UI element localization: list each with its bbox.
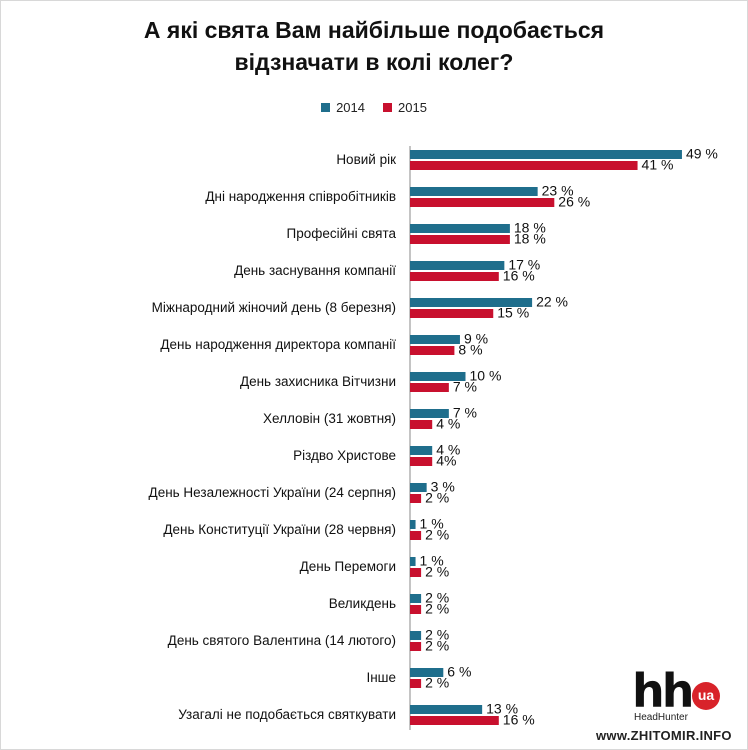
data-label-2014-row-8: 7 % [453,405,477,421]
bar-2015-row-13 [410,605,422,614]
bar-2015-row-1 [410,161,638,170]
logo-name: HeadHunter [634,712,688,723]
data-label-2015-row-14: 2 % [425,638,449,654]
category-label-row-3: Професійні свята [287,226,397,241]
legend-swatch-2015 [383,103,392,112]
bar-2014-row-15 [410,668,444,677]
data-label-2014-row-7: 10 % [470,368,502,384]
data-label-2014-row-11: 1 % [420,516,444,532]
data-label-2014-row-16: 13 % [486,701,518,717]
legend-item-2014: 2014 [321,100,365,115]
data-label-2015-row-1: 41 % [642,157,674,173]
data-label-2014-row-14: 2 % [425,627,449,643]
bar-2014-row-9 [410,446,433,455]
watermark: www.ZHITOMIR.INFO [596,728,732,743]
data-label-2015-row-4: 16 % [503,268,535,284]
category-label-row-12: День Перемоги [300,559,396,574]
bar-2014-row-3 [410,224,510,233]
legend-label-2015: 2015 [398,100,427,115]
category-label-row-1: Новий рік [336,152,396,167]
category-label-row-9: Різдво Христове [293,448,396,463]
data-label-2014-row-12: 1 % [420,553,444,569]
data-label-2015-row-7: 7 % [453,379,477,395]
data-label-2015-row-8: 4 % [436,416,460,432]
category-label-row-6: День народження директора компанії [160,337,396,352]
category-label-row-2: Дні народження співробітників [205,189,396,204]
bar-2015-row-4 [410,272,499,281]
legend-swatch-2014 [321,103,331,112]
bar-2014-row-7 [410,372,466,381]
data-label-2014-row-3: 18 % [514,220,546,236]
bar-2014-row-16 [410,705,483,714]
data-label-2015-row-2: 26 % [558,194,590,210]
category-label-row-14: День святого Валентина (14 лютого) [168,633,396,648]
chart-legend: 2014 2015 [0,100,748,115]
bar-2015-row-12 [410,568,422,577]
bar-2015-row-2 [410,198,555,207]
logo-badge: ua [692,682,720,710]
chart-title-line-1: А які свята Вам найбільше подобається [143,17,605,43]
data-label-2015-row-16: 16 % [503,712,535,728]
bar-2014-row-11 [410,520,416,529]
bar-2015-row-7 [410,383,449,392]
data-label-2014-row-5: 22 % [536,294,568,310]
bar-2015-row-6 [410,346,455,355]
data-label-2015-row-15: 2 % [425,675,449,691]
data-label-2014-row-1: 49 % [686,146,718,162]
category-label-row-11: День Конституції України (28 червня) [163,522,396,537]
bar-2015-row-15 [410,679,422,688]
category-label-row-7: День захисника Вітчизни [240,374,396,389]
bar-2015-row-11 [410,531,422,540]
headhunter-logo: hh ua HeadHunter [632,666,732,723]
category-label-row-5: Міжнародний жіночий день (8 березня) [152,300,396,315]
bar-2014-row-8 [410,409,449,418]
category-label-row-10: День Незалежності України (24 серпня) [149,485,396,500]
bar-2014-row-12 [410,557,416,566]
data-label-2015-row-12: 2 % [425,564,449,580]
logo-mark: hh [632,664,694,718]
data-label-2014-row-15: 6 % [447,664,471,680]
data-label-2014-row-6: 9 % [464,331,488,347]
category-label-row-8: Хелловін (31 жовтня) [263,411,396,426]
legend-label-2014: 2014 [336,100,365,115]
bar-2015-row-8 [410,420,433,429]
data-label-2015-row-5: 15 % [497,305,529,321]
data-label-2015-row-13: 2 % [425,601,449,617]
chart-title-line-2: відзначати в колі колег? [234,49,514,75]
bar-2015-row-3 [410,235,510,244]
data-label-2015-row-3: 18 % [514,231,546,247]
category-label-row-13: Великдень [329,596,396,611]
bar-2015-row-16 [410,716,499,725]
bar-2014-row-13 [410,594,422,603]
data-label-2014-row-2: 23 % [542,183,574,199]
data-label-2014-row-13: 2 % [425,590,449,606]
data-label-2014-row-10: 3 % [431,479,455,495]
bar-2014-row-1 [410,150,682,159]
bar-2014-row-10 [410,483,427,492]
bar-2015-row-14 [410,642,422,651]
bar-2014-row-6 [410,335,460,344]
category-label-row-4: День заснування компанії [234,263,396,278]
bar-2015-row-9 [410,457,433,466]
bar-2014-row-5 [410,298,533,307]
category-label-row-16: Узагалі не подобається святкувати [178,707,396,722]
data-label-2014-row-9: 4 % [436,442,460,458]
data-label-2014-row-4: 17 % [508,257,540,273]
bar-2015-row-10 [410,494,422,503]
legend-item-2015: 2015 [383,100,427,115]
bar-2015-row-5 [410,309,494,318]
bar-2014-row-14 [410,631,422,640]
data-label-2015-row-9: 4% [436,453,456,469]
data-label-2015-row-10: 2 % [425,490,449,506]
bar-2014-row-2 [410,187,538,196]
bar-2014-row-4 [410,261,505,270]
category-label-row-15: Інше [366,670,396,685]
data-label-2015-row-6: 8 % [458,342,482,358]
chart-title: А які свята Вам найбільше подобається ві… [0,14,748,78]
data-label-2015-row-11: 2 % [425,527,449,543]
